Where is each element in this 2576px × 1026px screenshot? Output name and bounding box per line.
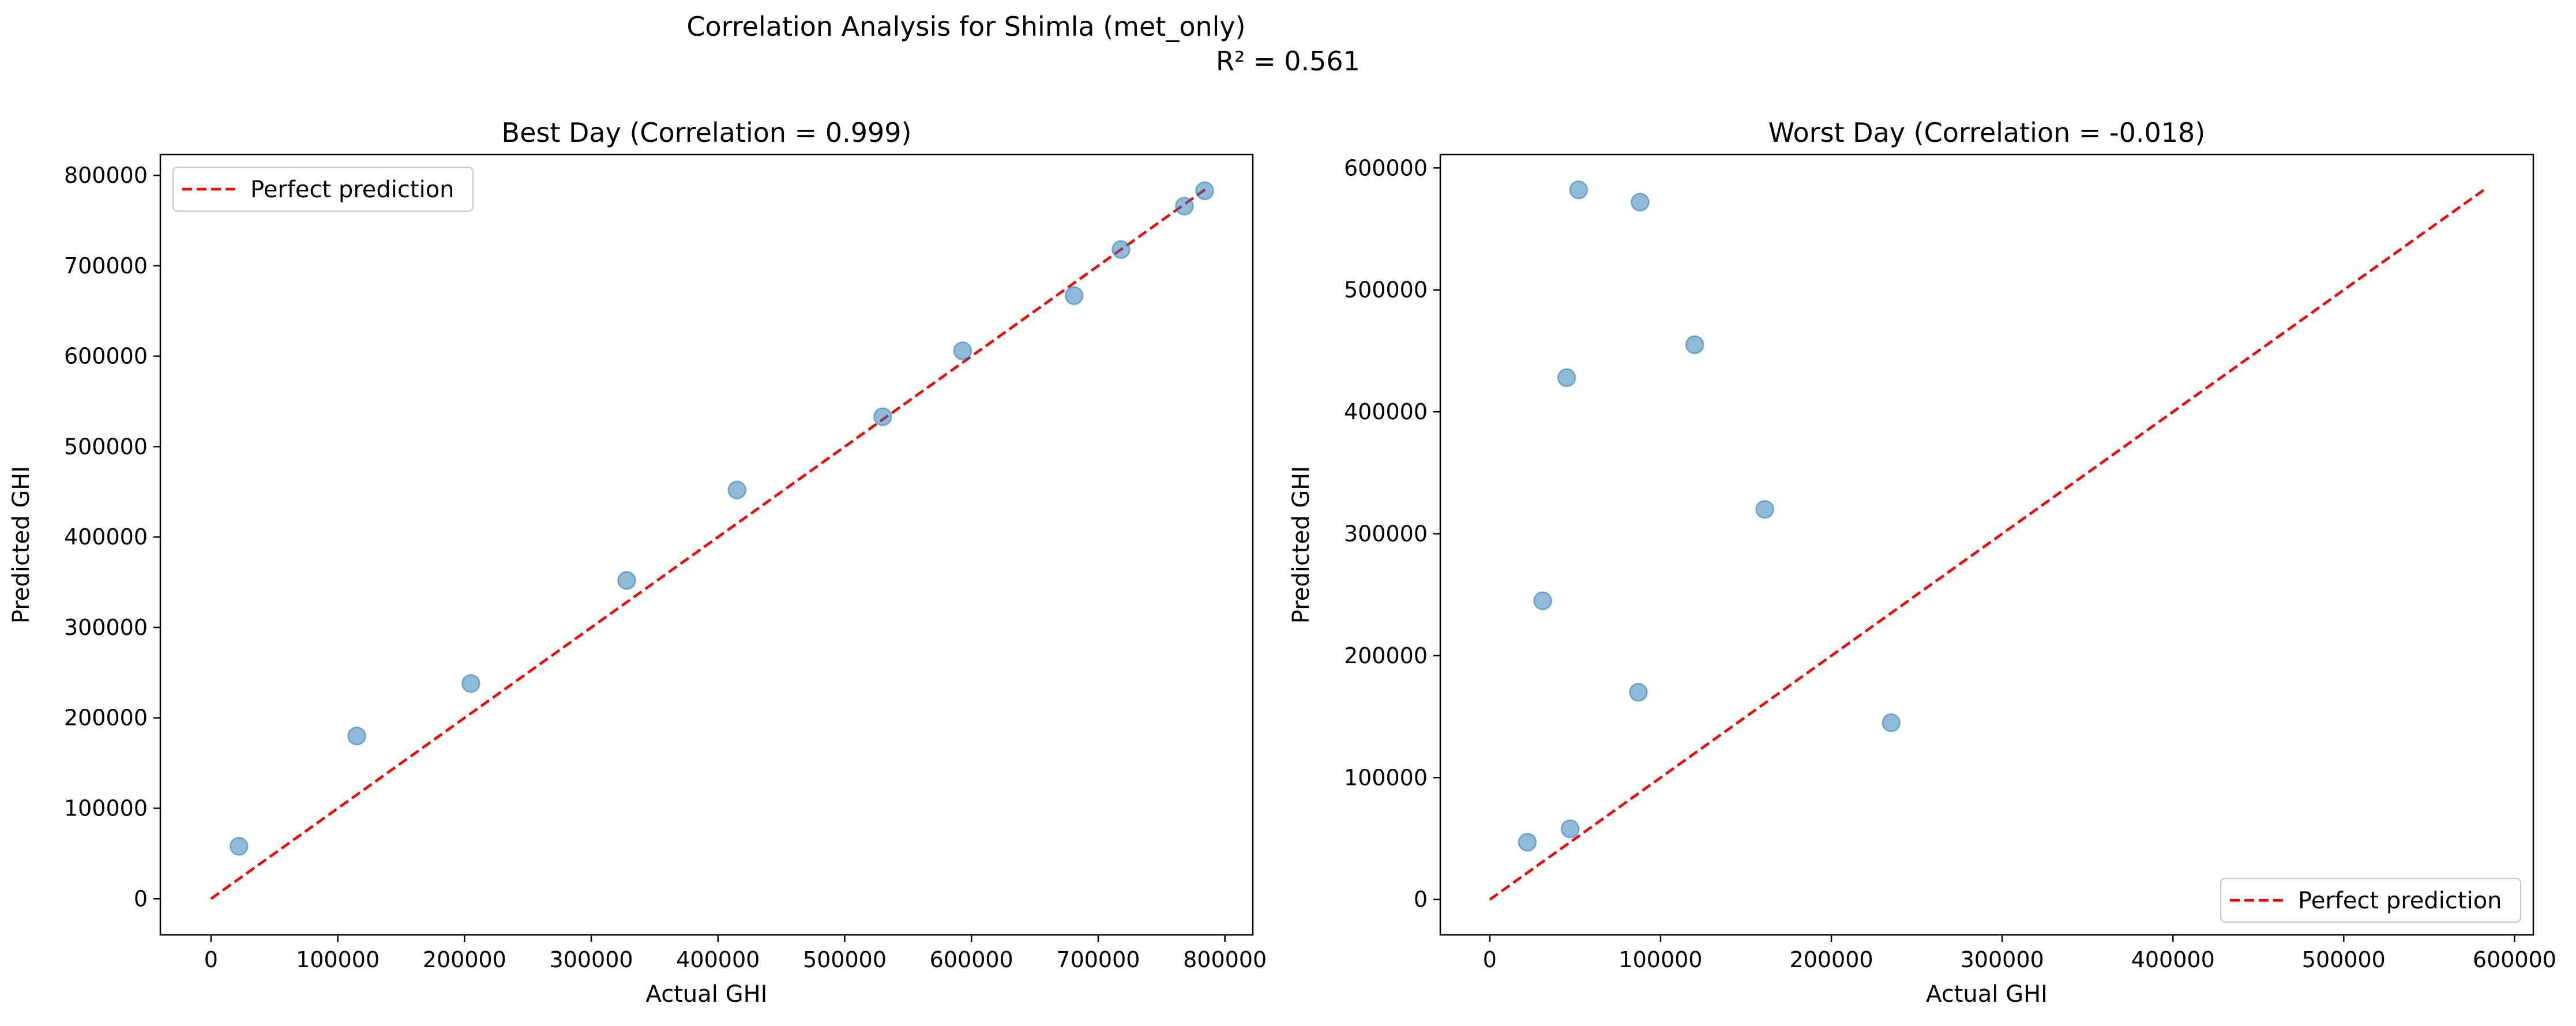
x-tick-label: 100000	[296, 947, 380, 972]
scatter-point	[229, 837, 249, 856]
x-tick-label: 500000	[2302, 947, 2386, 972]
scatter-point	[1629, 683, 1648, 702]
x-tick-label: 600000	[2473, 947, 2556, 972]
legend-box	[172, 166, 474, 212]
y-tick-label: 0	[1414, 887, 1428, 912]
scatter-point	[1882, 713, 1901, 732]
x-tick-label: 200000	[1790, 947, 1873, 972]
y-tick-label: 800000	[64, 163, 148, 188]
scatter-point	[1195, 181, 1214, 200]
y-tick-label: 100000	[1344, 765, 1428, 790]
y-tick-label: 700000	[64, 253, 148, 279]
legend-label: Perfect prediction	[2298, 888, 2502, 914]
legend: Perfect prediction	[2220, 877, 2522, 923]
scatter-point	[347, 726, 366, 746]
scatter-point	[1755, 499, 1774, 519]
x-tick-label: 800000	[1183, 947, 1267, 972]
y-axis-label: Predicted GHI	[8, 466, 35, 623]
scatter-point	[1533, 591, 1552, 610]
x-tick-label: 0	[204, 947, 218, 972]
axes-frame	[1439, 153, 2534, 936]
x-tick-label: 0	[1483, 947, 1497, 972]
figure-suptitle-r2: R² = 0.561	[1216, 46, 1360, 77]
perfect-prediction-line	[1489, 189, 2485, 901]
scatter-point	[873, 407, 892, 426]
x-axis-label: Actual GHI	[1926, 981, 2048, 1008]
x-tick-label: 400000	[2131, 947, 2215, 972]
y-tick-label: 400000	[1344, 399, 1428, 424]
scatter-point	[1560, 819, 1580, 839]
y-tick-label: 500000	[1344, 277, 1428, 303]
chart-best-day: Best Day (Correlation = 0.999) 0 100000 200…	[8, 117, 1267, 1008]
scatter-point	[1557, 368, 1576, 388]
legend-label: Perfect prediction	[250, 176, 455, 203]
chart-title: Worst Day (Correlation = -0.018)	[1768, 117, 2206, 148]
x-tick-label: 700000	[1056, 947, 1140, 972]
scatter-point	[461, 674, 480, 693]
scatter-point	[953, 341, 972, 360]
axes-frame	[159, 153, 1254, 936]
y-tick-label: 300000	[1344, 521, 1428, 546]
x-tick-label: 300000	[550, 947, 633, 972]
figure-suptitle: Correlation Analysis for Shimla (met_onl…	[686, 11, 1245, 42]
y-tick-label: 200000	[1344, 643, 1428, 668]
scatter-point	[1518, 833, 1537, 852]
y-tick-label: 500000	[64, 434, 148, 459]
y-tick-label: 200000	[64, 705, 148, 731]
y-axis-label: Predicted GHI	[1288, 466, 1315, 623]
scatter-point	[727, 480, 746, 499]
y-tick-label: 100000	[64, 796, 148, 821]
x-tick-label: 600000	[930, 947, 1013, 972]
y-tick-label: 600000	[1344, 155, 1428, 181]
x-axis-label: Actual GHI	[646, 981, 768, 1008]
y-tick-label: 400000	[64, 524, 148, 550]
scatter-point	[1631, 193, 1650, 212]
scatter-point	[1685, 335, 1704, 355]
legend: Perfect prediction	[172, 166, 474, 212]
chart-title: Best Day (Correlation = 0.999)	[502, 117, 912, 148]
scatter-point	[1111, 240, 1131, 259]
x-tick-label: 300000	[1961, 947, 2044, 972]
y-tick-label: 300000	[64, 615, 148, 640]
scatter-point	[617, 571, 636, 590]
x-tick-label: 100000	[1619, 947, 1702, 972]
scatter-point	[1175, 197, 1194, 216]
scatter-point	[1569, 181, 1589, 200]
perfect-prediction-line	[210, 187, 1207, 900]
x-tick-label: 500000	[803, 947, 887, 972]
chart-worst-day: Worst Day (Correlation = -0.018) 0 100000 2…	[1288, 117, 2556, 1008]
y-tick-label: 0	[134, 886, 148, 911]
y-tick-label: 600000	[64, 344, 148, 369]
legend-box	[2220, 877, 2522, 923]
x-tick-label: 400000	[676, 947, 760, 972]
x-tick-label: 200000	[423, 947, 506, 972]
scatter-point	[1064, 286, 1084, 305]
